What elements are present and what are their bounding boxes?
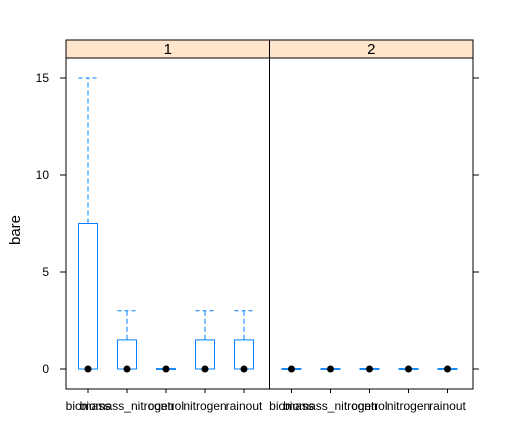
y-axis: 0 5 10 15: [36, 71, 479, 376]
box-rect: [195, 339, 215, 370]
box-biomass: [78, 77, 98, 373]
x-tick-label: control: [148, 399, 184, 413]
box-biomass: [281, 365, 302, 373]
x-tick-label: biomass: [269, 399, 314, 413]
x-tick-label: biomass: [66, 399, 111, 413]
box-rainout: [234, 310, 254, 373]
panel-frame: [269, 57, 474, 390]
median-dot: [162, 365, 170, 373]
median-dot: [288, 365, 295, 373]
box-rainout: [437, 365, 458, 373]
x-tick-label: rainout: [226, 399, 263, 413]
x-tick-label: nitrogen: [183, 399, 226, 413]
y-tick-label: 5: [42, 265, 49, 279]
median-dot: [366, 365, 373, 373]
box-nitrogen: [195, 310, 215, 373]
y-axis-label: bare: [7, 215, 24, 245]
median-dot: [240, 365, 248, 373]
box-rect: [117, 339, 137, 370]
median-dot: [444, 365, 451, 373]
panel-strip-label: 2: [367, 41, 375, 58]
box-control: [359, 365, 380, 373]
median-dot: [201, 365, 209, 373]
panel-2: 2: [269, 39, 474, 390]
box-nitrogen: [398, 365, 419, 373]
box-rect: [234, 339, 254, 370]
median-dot: [405, 365, 412, 373]
x-tick-label: biomass_nitrogen: [283, 399, 378, 413]
x-tick-label: biomass_nitrogen: [80, 399, 175, 413]
panel-1: 1: [65, 39, 270, 390]
panel-strip-label: 1: [164, 41, 172, 58]
box-control: [156, 365, 176, 373]
median-dot: [327, 365, 334, 373]
x-tick-label: control: [351, 399, 387, 413]
y-tick-label: 10: [36, 168, 50, 182]
box-rect: [78, 223, 98, 370]
x-tick-label: nitrogen: [387, 399, 430, 413]
box-biomass_nitrogen: [117, 310, 137, 373]
x-tick-label: rainout: [429, 399, 466, 413]
y-tick-label: 0: [42, 362, 49, 376]
median-dot: [123, 365, 131, 373]
median-dot: [84, 365, 92, 373]
box-biomass_nitrogen: [320, 365, 341, 373]
y-tick-label: 15: [36, 71, 50, 85]
